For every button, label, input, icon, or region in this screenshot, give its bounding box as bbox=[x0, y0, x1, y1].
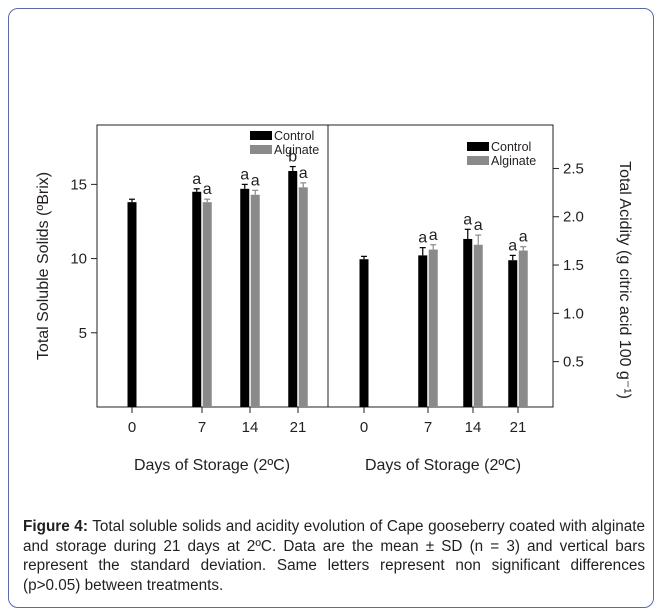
left-ylabel: Total Soluble Solids (ºBrix) bbox=[35, 172, 52, 360]
control-bar bbox=[288, 171, 298, 407]
significance-letter: a bbox=[519, 229, 528, 246]
x-tick-label: 14 bbox=[242, 419, 259, 436]
control-bar bbox=[359, 259, 369, 407]
plot-border bbox=[96, 124, 554, 408]
x-tick-label: 0 bbox=[360, 419, 368, 436]
alginate-bar bbox=[202, 202, 212, 407]
legend-label: Control bbox=[274, 129, 314, 143]
left-xlabel: Days of Storage (2ºC) bbox=[134, 457, 290, 474]
y-tick-label: 0.5 bbox=[563, 354, 584, 371]
x-tick-label: 21 bbox=[510, 419, 527, 436]
bars-layer bbox=[127, 165, 528, 407]
legend-swatch bbox=[250, 131, 272, 140]
significance-letter: a bbox=[418, 230, 427, 247]
x-tick-label: 14 bbox=[465, 419, 482, 436]
significance-letter: a bbox=[474, 217, 483, 234]
figure-caption: Figure 4: Total soluble solids and acidi… bbox=[23, 517, 645, 595]
right-xlabel: Days of Storage (2ºC) bbox=[365, 457, 521, 474]
legend-swatch bbox=[467, 142, 489, 151]
x-tick-label: 7 bbox=[424, 419, 432, 436]
y-tick-label: 10 bbox=[70, 251, 87, 268]
alginate-bar bbox=[518, 250, 528, 407]
legend-swatch bbox=[250, 145, 272, 154]
significance-letter: a bbox=[251, 172, 260, 189]
control-bar bbox=[418, 255, 428, 407]
legend-label: Alginate bbox=[491, 154, 536, 168]
caption-text: Total soluble solids and acidity evoluti… bbox=[23, 518, 646, 594]
alginate-bar bbox=[250, 194, 260, 407]
legend-swatch bbox=[467, 156, 489, 165]
axes-layer bbox=[91, 124, 559, 413]
x-tick-label: 0 bbox=[128, 419, 136, 436]
alginate-bar bbox=[428, 249, 438, 407]
y-tick-label: 15 bbox=[70, 176, 87, 193]
significance-letter: a bbox=[240, 166, 249, 183]
alginate-bar bbox=[298, 187, 308, 407]
y-tick-label: 5 bbox=[79, 325, 87, 342]
figure-frame bbox=[8, 8, 654, 608]
significance-letter: a bbox=[203, 181, 212, 198]
legend-label: Alginate bbox=[274, 143, 319, 157]
x-tick-label: 21 bbox=[290, 419, 307, 436]
significance-letter: a bbox=[299, 165, 308, 182]
legend-label: Control bbox=[491, 140, 531, 154]
control-bar bbox=[463, 238, 473, 407]
significance-letter: a bbox=[463, 211, 472, 228]
significance-letter: a bbox=[192, 171, 201, 188]
right-ylabel: Total Acidity (g citric acid 100 g⁻¹) bbox=[616, 161, 633, 399]
y-tick-label: 1.5 bbox=[563, 257, 584, 274]
control-bar bbox=[240, 188, 250, 407]
significance-letter: b bbox=[288, 149, 297, 166]
y-tick-label: 1.0 bbox=[563, 305, 584, 322]
x-tick-label: 7 bbox=[198, 419, 206, 436]
caption-label: Figure 4: bbox=[23, 518, 88, 535]
y-tick-label: 2.0 bbox=[563, 209, 584, 226]
control-bar bbox=[192, 191, 202, 407]
significance-letter: a bbox=[429, 227, 438, 244]
control-bar bbox=[508, 260, 518, 407]
alginate-bar bbox=[473, 244, 483, 407]
significance-letter: a bbox=[508, 237, 517, 254]
y-tick-label: 2.5 bbox=[563, 160, 584, 177]
control-bar bbox=[127, 202, 137, 407]
